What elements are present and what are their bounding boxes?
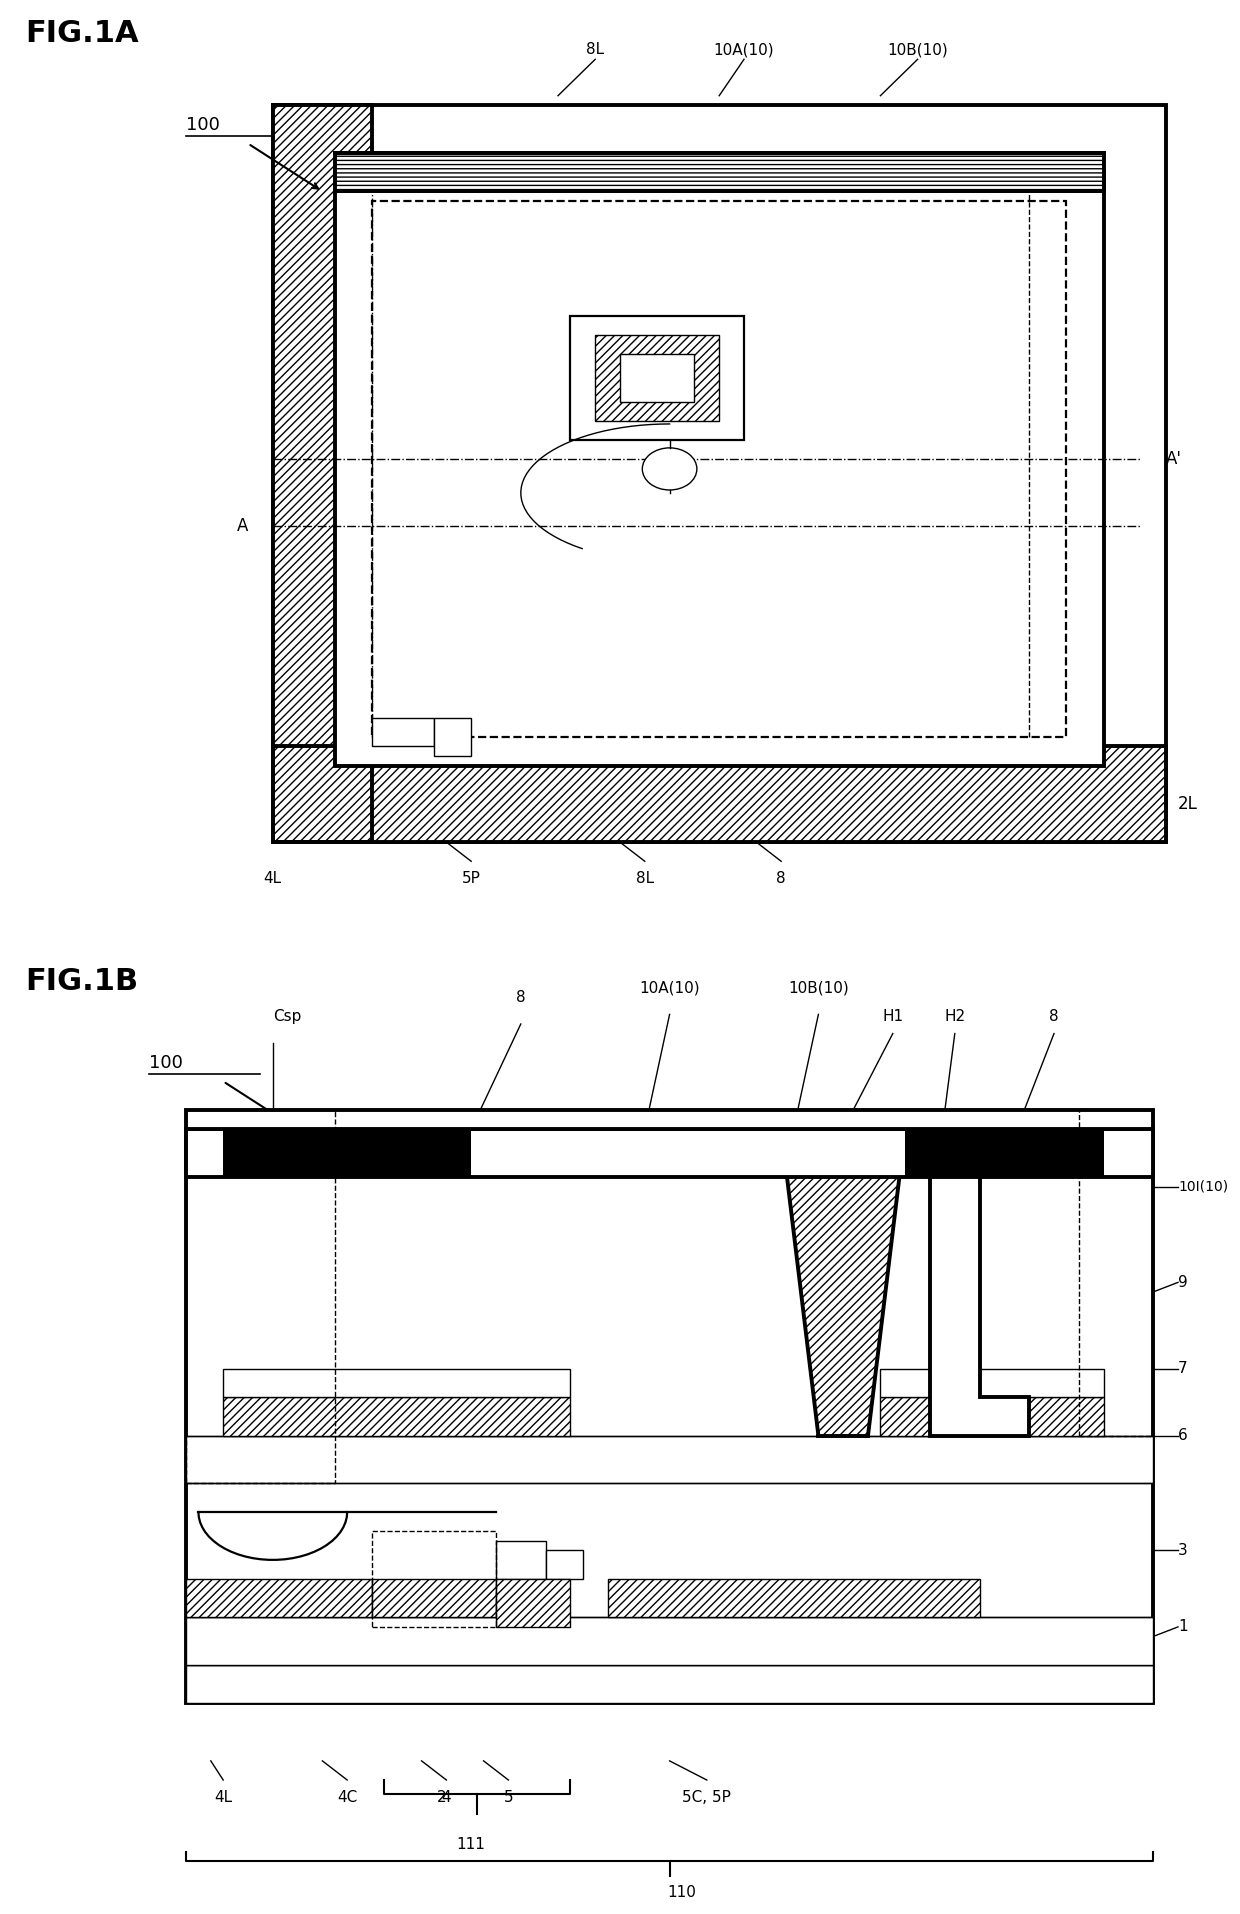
Bar: [880, 1369, 1104, 1397]
Bar: [273, 746, 1166, 842]
Bar: [372, 1531, 496, 1627]
Bar: [186, 1665, 1153, 1703]
Bar: [273, 105, 1166, 842]
Text: H2: H2: [944, 1009, 966, 1024]
Text: 5: 5: [503, 1790, 513, 1805]
Bar: [186, 1579, 372, 1617]
Bar: [905, 1129, 1104, 1177]
Text: H1: H1: [882, 1009, 904, 1024]
Bar: [186, 1617, 1153, 1665]
Text: 4L: 4L: [264, 871, 281, 886]
Bar: [372, 201, 1066, 737]
Bar: [595, 335, 719, 421]
Text: 5P: 5P: [461, 871, 481, 886]
Bar: [223, 1129, 471, 1177]
Text: 6: 6: [1178, 1428, 1188, 1443]
Bar: [223, 1369, 570, 1397]
Text: 7: 7: [1178, 1361, 1188, 1376]
Text: 8: 8: [516, 990, 526, 1005]
Text: 5C, 5P: 5C, 5P: [682, 1790, 732, 1805]
Bar: [186, 1129, 1153, 1177]
Text: A: A: [237, 517, 248, 536]
Text: 8L: 8L: [636, 871, 653, 886]
Text: 10B(10): 10B(10): [789, 980, 848, 995]
Bar: [186, 1129, 1153, 1703]
Text: 111: 111: [456, 1837, 486, 1853]
Bar: [608, 1579, 980, 1617]
Bar: [335, 153, 1104, 191]
Text: 10B(10): 10B(10): [888, 42, 947, 57]
Text: 8L: 8L: [587, 42, 604, 57]
Bar: [372, 718, 434, 746]
Bar: [496, 1579, 570, 1627]
Text: 10A(10): 10A(10): [714, 42, 774, 57]
Bar: [434, 718, 471, 756]
Bar: [186, 1110, 335, 1483]
Bar: [546, 1550, 583, 1579]
Bar: [1079, 1110, 1153, 1436]
Circle shape: [642, 448, 697, 490]
Bar: [335, 172, 1104, 766]
Text: 8: 8: [776, 871, 786, 886]
Text: 110: 110: [667, 1885, 697, 1901]
Bar: [496, 1541, 546, 1579]
Bar: [372, 1579, 496, 1617]
Polygon shape: [930, 1129, 1029, 1436]
Bar: [570, 316, 744, 440]
Bar: [335, 153, 1104, 191]
Text: 4C: 4C: [337, 1790, 357, 1805]
Text: 8: 8: [1049, 1009, 1059, 1024]
Text: 4: 4: [441, 1790, 451, 1805]
Text: 100: 100: [149, 1055, 182, 1072]
Bar: [186, 1110, 1153, 1129]
Bar: [186, 1436, 1153, 1483]
Text: 1: 1: [1178, 1619, 1188, 1635]
Bar: [223, 1397, 570, 1436]
Text: 10I(10): 10I(10): [1178, 1179, 1228, 1194]
Text: A': A': [1166, 450, 1182, 469]
Bar: [880, 1397, 1104, 1436]
Polygon shape: [781, 1129, 905, 1436]
Text: 100: 100: [186, 117, 219, 134]
Bar: [273, 746, 1166, 842]
Bar: [273, 105, 372, 842]
Text: FIG.1A: FIG.1A: [25, 19, 139, 48]
Text: 2: 2: [436, 1790, 446, 1805]
Bar: [620, 354, 694, 402]
Text: 3: 3: [1178, 1543, 1188, 1558]
Text: 9: 9: [1178, 1275, 1188, 1290]
Text: 4L: 4L: [215, 1790, 232, 1805]
Text: 2L: 2L: [1178, 794, 1198, 813]
Text: Csp: Csp: [273, 1009, 301, 1024]
Text: FIG.1B: FIG.1B: [25, 967, 138, 995]
Text: 10A(10): 10A(10): [640, 980, 699, 995]
Bar: [273, 105, 372, 842]
